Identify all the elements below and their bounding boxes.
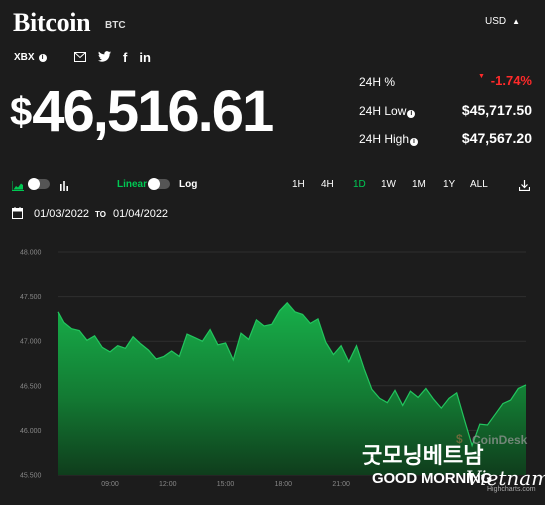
download-icon[interactable] xyxy=(518,178,531,196)
exchange-name: XBX xyxy=(14,52,35,63)
good-morning-watermark: GOOD MORNING xyxy=(372,470,493,487)
calendar-icon[interactable] xyxy=(12,207,23,222)
toggle-knob xyxy=(148,178,160,190)
coindesk-logo-icon: $ xyxy=(456,432,463,446)
date-range: 01/03/2022 TO 01/04/2022 xyxy=(0,206,545,222)
bar-chart-icon[interactable] xyxy=(59,178,69,196)
coin-title: Bitcoin xyxy=(13,8,91,37)
current-price: $ 46,516.61 xyxy=(10,78,274,145)
low-value: $45,717.50 xyxy=(461,102,532,118)
x-axis: 09:00 12:00 15:00 18:00 21:00 xyxy=(101,481,350,488)
caret-up-icon: ▲ xyxy=(512,17,521,26)
scale-toggle[interactable] xyxy=(148,178,170,190)
date-to-input[interactable]: 01/04/2022 xyxy=(113,208,169,220)
chart-type-toggle[interactable] xyxy=(28,178,50,190)
facebook-icon[interactable]: f xyxy=(123,50,128,65)
range-1d-button[interactable]: 1D xyxy=(353,179,366,190)
area-chart-icon[interactable] xyxy=(11,178,24,196)
share-bar: f in xyxy=(74,51,151,65)
range-4h-button[interactable]: 4H xyxy=(321,179,334,190)
info-icon[interactable]: i xyxy=(410,138,419,146)
y-tick-label: 46.500 xyxy=(20,383,42,390)
high-label-text: 24H High xyxy=(359,132,410,146)
range-all-button[interactable]: ALL xyxy=(470,179,488,190)
info-icon[interactable]: i xyxy=(407,110,416,118)
currency-select[interactable]: USD ▲ xyxy=(485,16,520,27)
range-1y-button[interactable]: 1Y xyxy=(443,179,456,190)
price-value: 46,516.61 xyxy=(32,79,274,144)
price-chart[interactable]: 48.000 47.500 47.000 46.500 46.000 45.500 09:… xyxy=(0,238,545,505)
info-icon[interactable]: i xyxy=(38,53,47,62)
linear-scale-label[interactable]: Linear xyxy=(117,179,148,190)
vietnam-watermark: Vietnam xyxy=(466,466,545,490)
date-from-input[interactable]: 01/03/2022 xyxy=(34,208,90,220)
y-tick-label: 47.000 xyxy=(20,339,42,346)
down-arrow-icon: ▼ xyxy=(478,73,485,80)
linkedin-icon[interactable]: in xyxy=(139,50,151,65)
exchange-label: XBX i xyxy=(14,52,47,63)
range-1h-button[interactable]: 1H xyxy=(292,179,305,190)
y-tick-label: 48.000 xyxy=(20,250,42,257)
low-label: 24H Low i xyxy=(359,104,416,118)
change-label: 24H % xyxy=(359,75,396,89)
x-tick-label: 09:00 xyxy=(101,481,119,488)
currency-label: USD xyxy=(485,16,507,27)
korean-watermark: 굿모닝베트남 xyxy=(362,444,484,469)
low-label-text: 24H Low xyxy=(359,104,407,118)
range-1m-button[interactable]: 1M xyxy=(412,179,426,190)
dollar-sign: $ xyxy=(10,90,32,134)
chart-toolbar: Linear Log 1H 4H 1D 1W 1M 1Y ALL xyxy=(0,176,545,192)
price-area xyxy=(58,302,526,475)
log-scale-label[interactable]: Log xyxy=(179,179,198,190)
x-tick-label: 15:00 xyxy=(217,481,235,488)
range-1w-button[interactable]: 1W xyxy=(381,179,396,190)
high-value: $47,567.20 xyxy=(461,130,532,146)
price-line xyxy=(57,301,527,448)
highcharts-credit[interactable]: Highcharts.com xyxy=(487,486,536,493)
x-tick-label: 18:00 xyxy=(275,481,293,488)
y-tick-label: 45.500 xyxy=(20,473,42,480)
high-label: 24H High i xyxy=(359,132,419,146)
twitter-icon[interactable] xyxy=(98,51,111,65)
date-to-label: TO xyxy=(95,210,106,219)
coindesk-watermark: CoinDesk xyxy=(472,433,528,447)
y-tick-label: 47.500 xyxy=(20,294,42,301)
change-value: -1.74% xyxy=(490,73,532,88)
toggle-knob xyxy=(28,178,40,190)
mail-icon[interactable] xyxy=(74,51,86,65)
y-axis: 48.000 47.500 47.000 46.500 46.000 45.500 xyxy=(20,250,42,480)
x-tick-label: 21:00 xyxy=(332,481,350,488)
x-tick-label: 12:00 xyxy=(159,481,177,488)
coin-ticker: BTC xyxy=(105,20,126,31)
y-tick-label: 46.000 xyxy=(20,428,42,435)
